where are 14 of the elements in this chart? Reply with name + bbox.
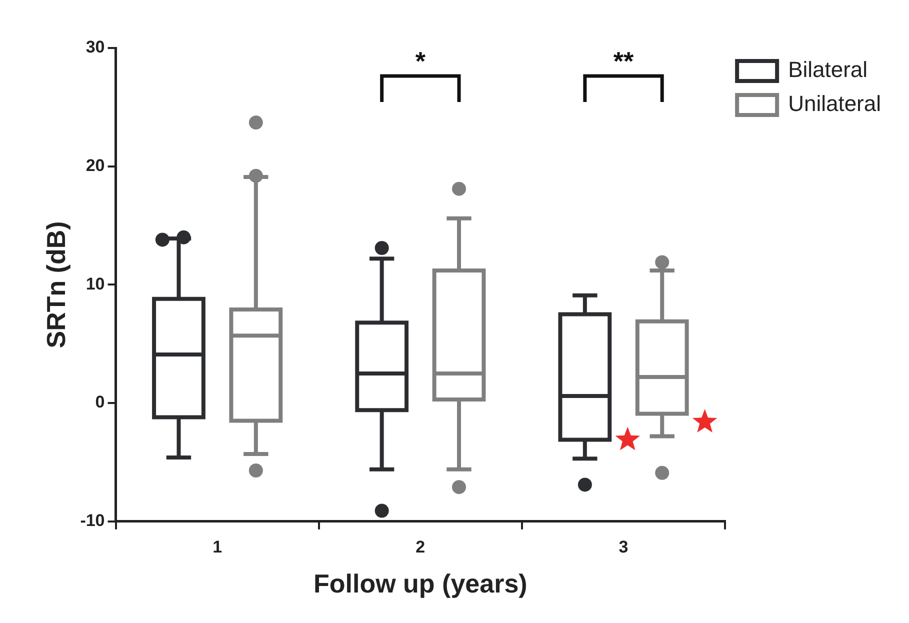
x-tick-label: 2 — [416, 537, 426, 556]
x-tick-label: 3 — [618, 537, 628, 556]
y-axis-title: SRTn (dB) — [40, 221, 71, 348]
x-axis-title: Follow up (years) — [314, 568, 528, 599]
y-tick-label: -10 — [80, 511, 105, 530]
annotation: ** — [613, 46, 635, 76]
y-tick-label: 30 — [86, 38, 105, 57]
annotation: * — [415, 46, 426, 76]
legend-label: Unilateral — [788, 91, 882, 116]
x-tick-label: 1 — [212, 537, 222, 556]
y-tick-label: 10 — [86, 274, 105, 294]
y-tick-label: 0 — [95, 392, 105, 412]
y-tick-label: 20 — [86, 156, 105, 176]
legend-label: Bilateral — [788, 57, 868, 82]
